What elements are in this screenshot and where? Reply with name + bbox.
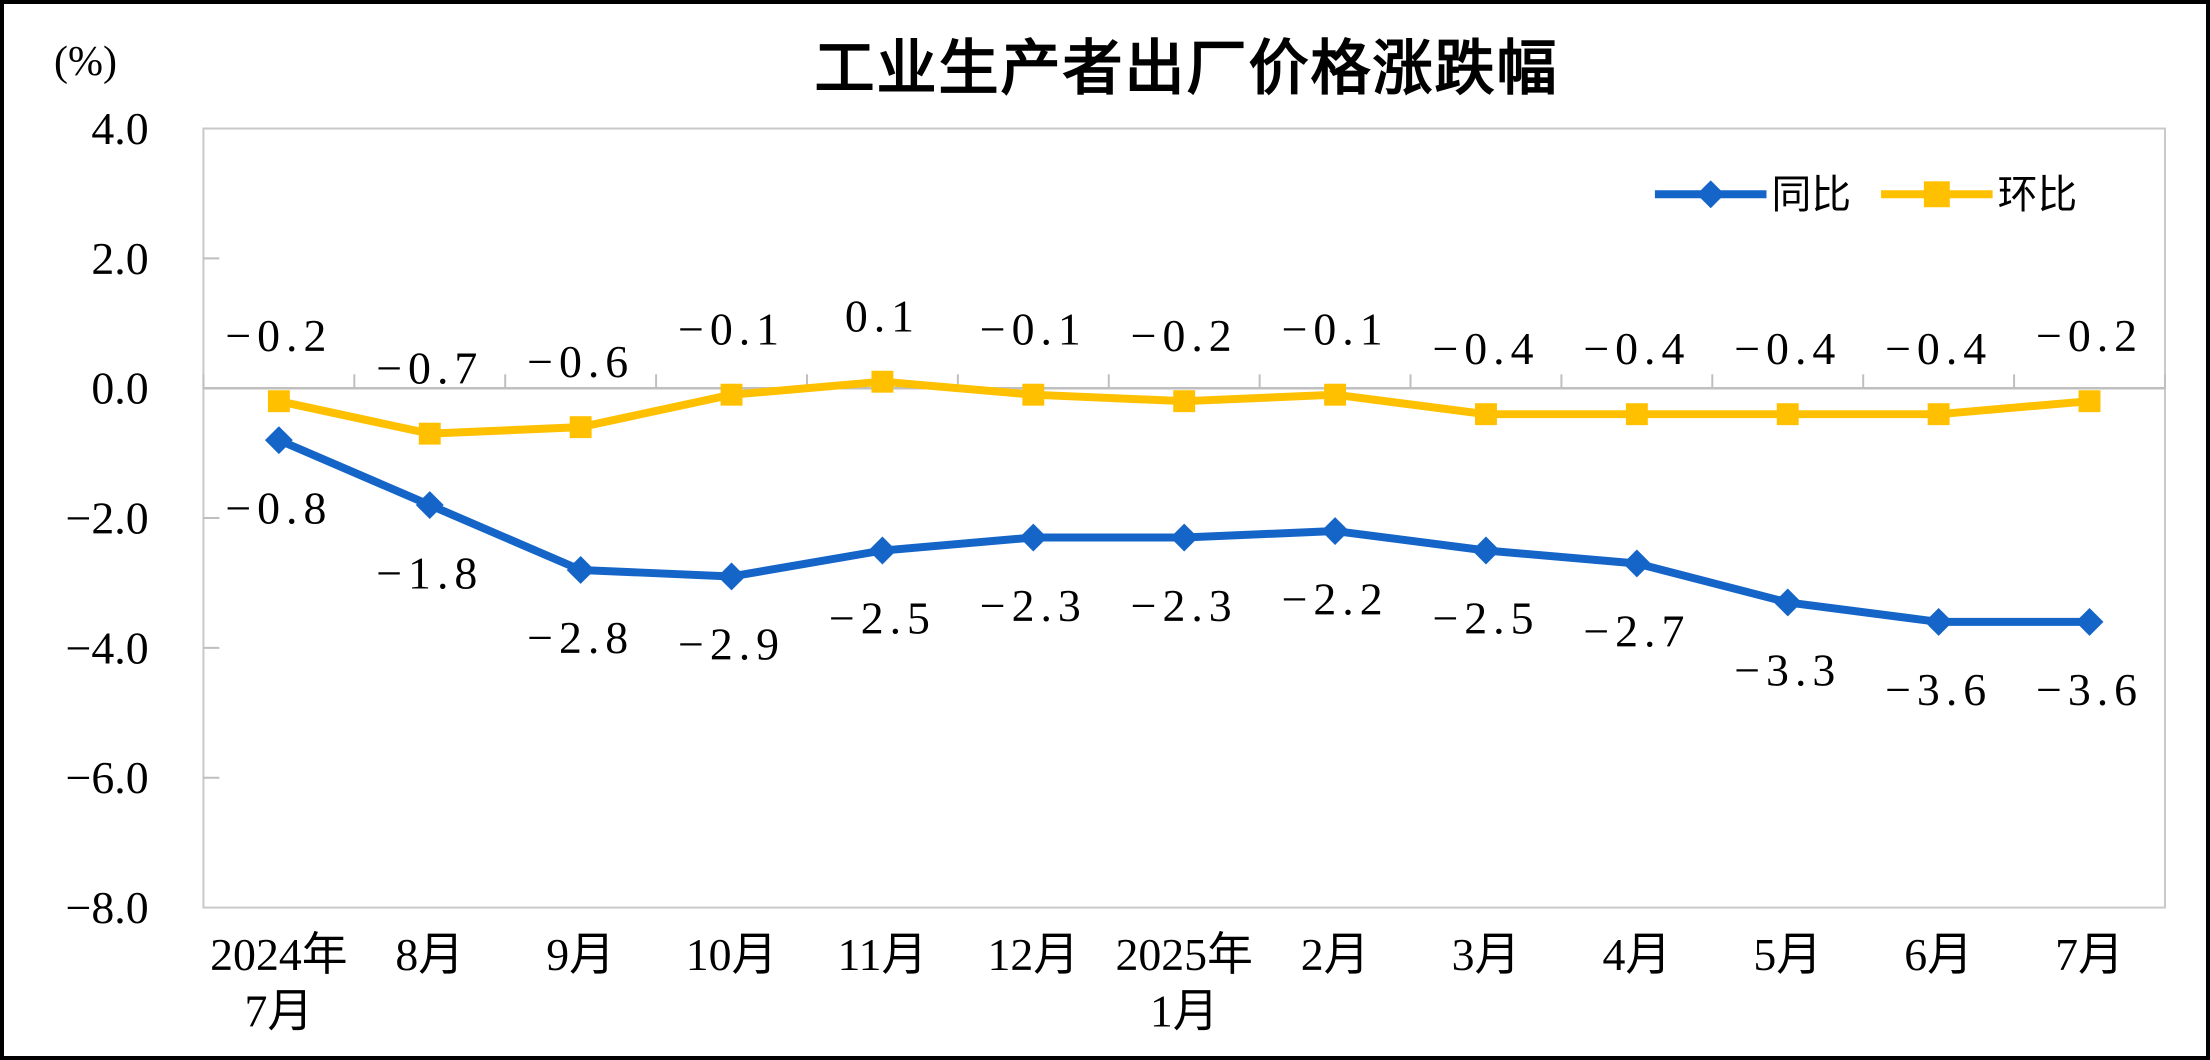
data-label-yoy: −2.2 xyxy=(1282,573,1389,624)
legend-yoy-label: 同比 xyxy=(1771,172,1851,217)
x-axis-label: 2月 xyxy=(1301,929,1370,980)
data-label-mom: −0.2 xyxy=(225,310,332,361)
x-axis-label: 7月 xyxy=(245,986,314,1037)
x-axis-label: 12月 xyxy=(987,929,1079,980)
data-label-yoy: −2.8 xyxy=(527,612,634,663)
marker-square-mom xyxy=(1625,403,1648,426)
plot-border xyxy=(202,127,2166,909)
x-axis-label: 1月 xyxy=(1150,986,1219,1037)
data-label-yoy: −3.6 xyxy=(2036,664,2143,715)
y-axis-label: 2.0 xyxy=(91,233,148,284)
data-label-mom: −0.1 xyxy=(1282,303,1389,354)
y-axis-label: −2.0 xyxy=(66,493,149,544)
x-axis-label: 2024年 xyxy=(210,929,347,980)
data-label-mom: 0.1 xyxy=(845,290,920,341)
x-axis-label: 10月 xyxy=(686,929,778,980)
data-label-yoy: −2.9 xyxy=(678,619,785,670)
marker-diamond-yoy xyxy=(1773,588,1802,617)
marker-square-mom xyxy=(720,383,743,406)
marker-square-mom xyxy=(1324,383,1347,406)
y-axis-unit-label: (%) xyxy=(54,39,117,85)
marker-square-mom xyxy=(1022,383,1045,406)
data-label-mom: −0.2 xyxy=(1131,310,1238,361)
data-label-yoy: −0.8 xyxy=(225,482,332,533)
marker-square-mom xyxy=(418,422,441,445)
plot-area: 4.0 2.0 0.0 −2.0 −4.0 −6.0 −8.0 2024年 7月 8月 9月 10月 1… xyxy=(66,103,2166,1037)
marker-square-mom xyxy=(267,390,290,413)
data-label-yoy: −3.6 xyxy=(1885,664,1992,715)
legend-mom-label: 环比 xyxy=(1998,172,2078,217)
data-label-mom: −0.1 xyxy=(678,303,785,354)
legend-yoy-diamond-icon xyxy=(1696,180,1725,209)
marker-diamond-yoy xyxy=(415,491,444,520)
x-axis-label: 11月 xyxy=(837,929,927,980)
marker-diamond-yoy xyxy=(1472,536,1500,565)
marker-square-mom xyxy=(2078,390,2101,413)
data-label-yoy: −2.3 xyxy=(1131,580,1238,631)
data-label-mom: −0.6 xyxy=(527,336,634,387)
data-label-mom: −0.4 xyxy=(1583,323,1690,374)
data-label-mom: −0.4 xyxy=(1734,323,1841,374)
marker-square-mom xyxy=(1927,403,1950,426)
data-label-mom: −0.4 xyxy=(1885,323,1992,374)
marker-diamond-yoy xyxy=(717,562,746,591)
data-label-mom: −0.2 xyxy=(2036,310,2143,361)
marker-square-mom xyxy=(871,370,894,393)
marker-diamond-yoy xyxy=(264,426,293,455)
marker-square-mom xyxy=(1173,390,1196,413)
marker-diamond-yoy xyxy=(1321,517,1350,545)
y-axis-label: 0.0 xyxy=(91,363,148,414)
marker-diamond-yoy xyxy=(2075,607,2104,636)
data-label-mom: −0.1 xyxy=(980,303,1087,354)
marker-square-mom xyxy=(1475,403,1497,426)
marker-diamond-yoy xyxy=(1622,549,1651,578)
y-axis-label: −8.0 xyxy=(66,882,149,933)
y-axis-label: −4.0 xyxy=(66,622,149,673)
data-label-mom: −0.7 xyxy=(376,342,483,393)
legend-mom-square-icon xyxy=(1923,181,1950,208)
marker-diamond-yoy xyxy=(566,556,595,584)
x-axis-label: 6月 xyxy=(1904,929,1973,980)
chart-title: 工业生产者出厂价格涨跌幅 xyxy=(814,35,1559,102)
data-label-yoy: −2.5 xyxy=(829,593,936,644)
data-label-yoy: −1.8 xyxy=(376,547,483,598)
x-axis-label: 3月 xyxy=(1452,929,1521,980)
y-axis-label: −6.0 xyxy=(66,752,149,803)
chart-canvas: 4.0 2.0 0.0 −2.0 −4.0 −6.0 −8.0 2024年 7月 8月 9月 10月 1… xyxy=(66,103,2166,1037)
marker-diamond-yoy xyxy=(868,536,897,565)
marker-square-mom xyxy=(569,416,592,439)
x-axis-label: 2025年 xyxy=(1115,929,1252,980)
x-axis-label: 5月 xyxy=(1753,929,1822,980)
data-label-yoy: −2.5 xyxy=(1432,593,1539,644)
data-label-yoy: −2.3 xyxy=(980,580,1087,631)
marker-diamond-yoy xyxy=(1170,523,1199,552)
data-label-yoy: −3.3 xyxy=(1734,645,1841,696)
legend: 同比 环比 xyxy=(1654,172,2078,217)
marker-diamond-yoy xyxy=(1924,607,1953,636)
x-axis-label: 9月 xyxy=(546,929,615,980)
y-axis-label: 4.0 xyxy=(91,103,148,154)
marker-square-mom xyxy=(1776,403,1799,426)
marker-diamond-yoy xyxy=(1019,523,1048,552)
x-axis-label: 7月 xyxy=(2055,929,2124,980)
data-label-yoy: −2.7 xyxy=(1583,606,1690,657)
data-label-mom: −0.4 xyxy=(1432,323,1539,374)
x-axis-label: 8月 xyxy=(395,929,464,980)
x-axis-label: 4月 xyxy=(1602,929,1671,980)
